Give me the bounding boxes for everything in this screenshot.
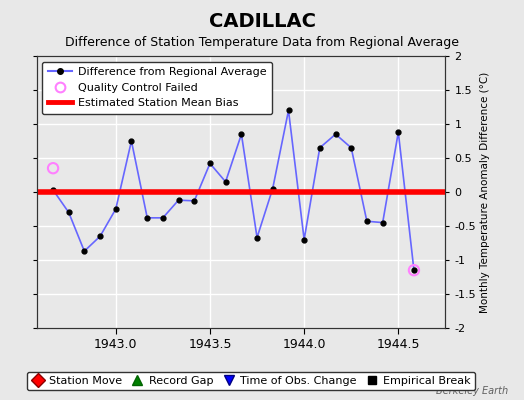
Legend: Difference from Regional Average, Quality Control Failed, Estimated Station Mean: Difference from Regional Average, Qualit…: [42, 62, 272, 114]
Text: Berkeley Earth: Berkeley Earth: [436, 386, 508, 396]
Text: Difference of Station Temperature Data from Regional Average: Difference of Station Temperature Data f…: [65, 36, 459, 49]
Text: CADILLAC: CADILLAC: [209, 12, 315, 31]
Y-axis label: Monthly Temperature Anomaly Difference (°C): Monthly Temperature Anomaly Difference (…: [480, 71, 490, 313]
Point: [49, 165, 57, 171]
Legend: Station Move, Record Gap, Time of Obs. Change, Empirical Break: Station Move, Record Gap, Time of Obs. C…: [27, 372, 475, 390]
Point: [410, 267, 418, 274]
